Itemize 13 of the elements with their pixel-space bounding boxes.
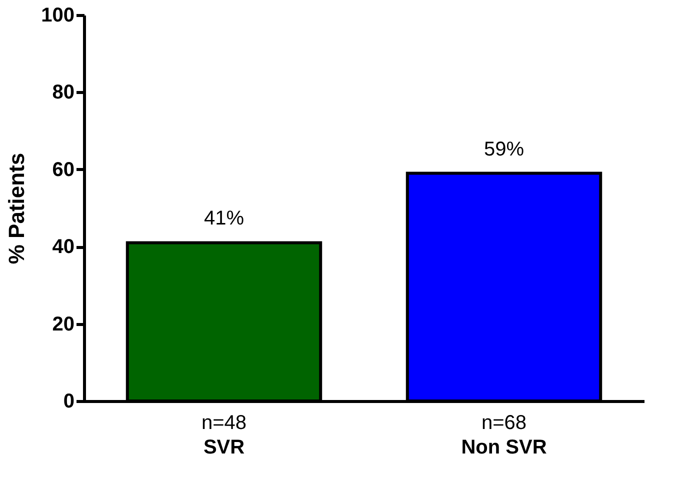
y-tick-label: 0 [63, 390, 74, 412]
data-label: 59% [484, 138, 524, 160]
y-axis-title: % Patients [4, 152, 30, 264]
text: n=68 [481, 412, 527, 434]
x-tick-label: SVR [203, 436, 246, 458]
y-tick-label: 20 [52, 313, 74, 336]
y-tick-label: 80 [52, 82, 74, 104]
data-label: 41% [204, 208, 244, 230]
y-tick-label: 100 [41, 4, 74, 26]
y-tick-label: 60 [52, 158, 74, 181]
text: n=48 [201, 412, 247, 434]
x-tick-label: Non SVR [461, 436, 548, 458]
y-tick-label: 40 [52, 236, 74, 258]
